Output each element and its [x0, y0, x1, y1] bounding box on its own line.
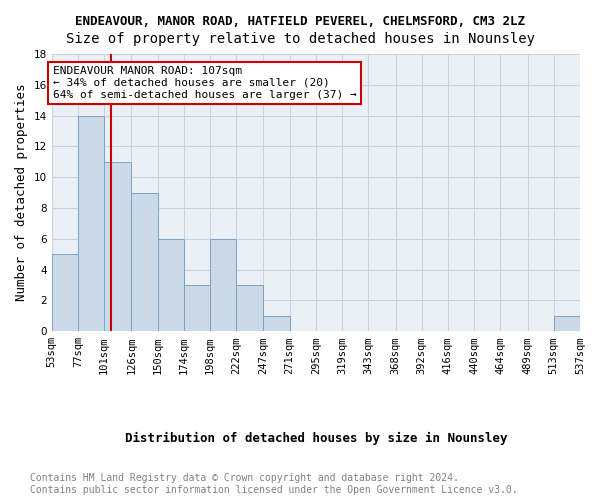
Text: Size of property relative to detached houses in Nounsley: Size of property relative to detached ho…: [65, 32, 535, 46]
Bar: [210, 239, 236, 331]
Bar: [184, 285, 210, 331]
Bar: [263, 316, 290, 331]
Bar: [236, 285, 263, 331]
Bar: [158, 239, 184, 331]
Y-axis label: Number of detached properties: Number of detached properties: [15, 84, 28, 302]
Bar: [78, 116, 104, 331]
Bar: [554, 316, 580, 331]
Text: ENDEAVOUR, MANOR ROAD, HATFIELD PEVEREL, CHELMSFORD, CM3 2LZ: ENDEAVOUR, MANOR ROAD, HATFIELD PEVEREL,…: [75, 15, 525, 28]
Bar: [104, 162, 131, 331]
Text: Contains HM Land Registry data © Crown copyright and database right 2024.
Contai: Contains HM Land Registry data © Crown c…: [30, 474, 518, 495]
X-axis label: Distribution of detached houses by size in Nounsley: Distribution of detached houses by size …: [125, 432, 507, 445]
Bar: [52, 254, 78, 331]
Text: ENDEAVOUR MANOR ROAD: 107sqm
← 34% of detached houses are smaller (20)
64% of se: ENDEAVOUR MANOR ROAD: 107sqm ← 34% of de…: [53, 66, 356, 100]
Bar: [131, 192, 158, 331]
